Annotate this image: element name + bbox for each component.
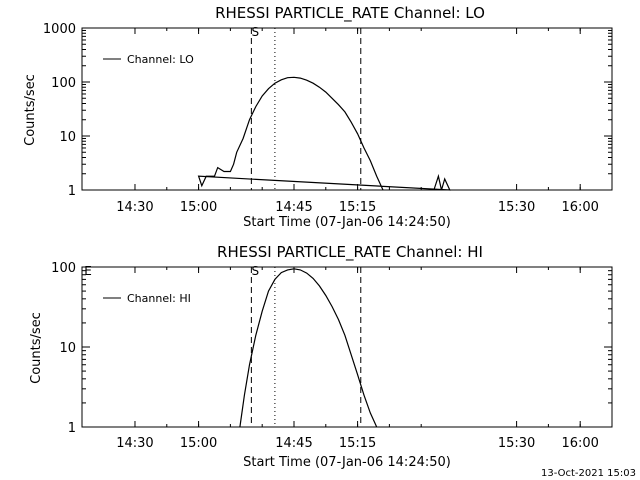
chart-title: RHESSI PARTICLE_RATE Channel: HI [217, 243, 483, 262]
event-markers: ESE [84, 264, 362, 427]
x-tick-label: 15:30 [498, 436, 535, 451]
series-line-lo [197, 76, 451, 191]
y-tick-label: 100 [51, 76, 76, 91]
x-tick-label: 14:45 [275, 200, 312, 215]
y-ticks: 1 10 100 [51, 261, 612, 436]
y-tick-label: 1 [68, 184, 76, 199]
x-tick-label: 15:15 [339, 200, 376, 215]
x-tick-label: 15:15 [339, 436, 376, 451]
x-tick-label: 14:30 [116, 436, 153, 451]
footer-timestamp: 13-Oct-2021 15:03 [541, 468, 636, 479]
x-tick-label: 15:00 [180, 200, 217, 215]
x-axis-label: Start Time (07-Jan-06 14:24:50) [243, 215, 451, 230]
event-markers: SE [250, 25, 362, 190]
y-ticks: 1 10 100 1000 [43, 22, 612, 199]
legend: Channel: LO [103, 53, 194, 66]
y-tick-label: 10 [59, 341, 76, 356]
y-tick-label: 1000 [43, 22, 76, 37]
event-marker-label: S [252, 264, 260, 278]
plot-frame [81, 27, 613, 191]
legend-label: Channel: LO [127, 53, 194, 66]
x-tick-label: 14:45 [275, 436, 312, 451]
event-marker-label: E [84, 264, 92, 278]
y-axis-label: Counts/sec [29, 312, 44, 384]
plot-frame [81, 266, 613, 428]
event-marker-label: S [252, 25, 260, 39]
chart-title: RHESSI PARTICLE_RATE Channel: LO [215, 4, 485, 23]
legend: Channel: HI [103, 292, 191, 305]
x-axis-label: Start Time (07-Jan-06 14:24:50) [243, 455, 451, 470]
chart-lo: RHESSI PARTICLE_RATE Channel: LO Counts/… [23, 4, 613, 230]
series-line-hi [239, 268, 378, 428]
y-axis-label: Counts/sec [23, 74, 38, 146]
legend-label: Channel: HI [127, 292, 191, 305]
chart-hi: RHESSI PARTICLE_RATE Channel: HI Counts/… [29, 243, 613, 470]
x-tick-label: 15:30 [498, 200, 535, 215]
x-tick-label: 14:30 [116, 200, 153, 215]
y-tick-label: 100 [51, 261, 76, 276]
x-tick-label: 16:00 [561, 436, 598, 451]
x-tick-label: 15:00 [180, 436, 217, 451]
x-tick-label: 16:00 [561, 200, 598, 215]
y-tick-label: 1 [68, 421, 76, 436]
y-tick-label: 10 [59, 130, 76, 145]
